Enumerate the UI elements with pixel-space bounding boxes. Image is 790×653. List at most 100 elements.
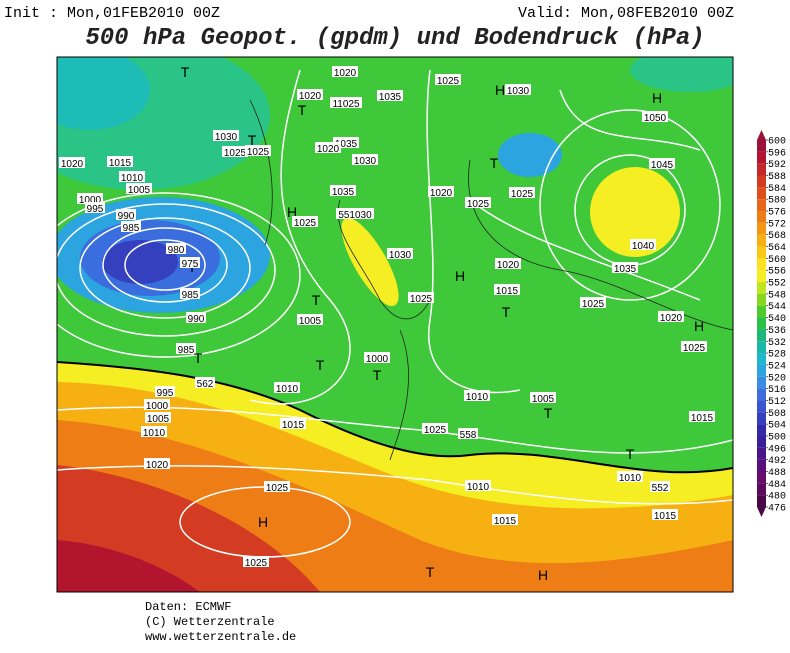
pressure-center: T: [312, 292, 321, 308]
isobar-label: 1025: [467, 199, 490, 210]
isobar-label: 1015: [654, 511, 677, 522]
colorbar-tick-label: 520: [768, 373, 786, 384]
label-box: [315, 142, 341, 153]
label-box: [689, 411, 715, 422]
label-box: [280, 418, 306, 429]
label-box: [141, 426, 167, 437]
pressure-center: T: [298, 102, 307, 118]
init-time: Init : Mon,01FEB2010 00Z: [4, 5, 220, 22]
label-box: [495, 258, 521, 269]
colorbar-swatch: [757, 140, 766, 152]
colorbar-tick-label: 572: [768, 219, 786, 230]
colorbar-swatch: [757, 483, 766, 496]
label-box: [77, 193, 103, 204]
label-box: [330, 97, 362, 108]
label-box: [509, 187, 535, 198]
label-box: [649, 158, 675, 169]
footer-line: (C) Wetterzentrale: [145, 615, 275, 629]
isobar-label: 1035: [614, 264, 637, 275]
colorbar-arrow: [757, 130, 766, 140]
colorbar-swatch: [757, 175, 766, 188]
label-box: [116, 209, 136, 220]
colorbar-tick-label: 500: [768, 432, 786, 443]
label-box: [612, 262, 638, 273]
label-box: [85, 202, 105, 213]
pressure-center: T: [181, 64, 190, 80]
colorbar-swatch: [757, 388, 766, 401]
colorbar-tick-label: 532: [768, 338, 786, 349]
label-box: [213, 130, 239, 141]
label-box: [336, 208, 374, 219]
colorbar-tick-label: 592: [768, 160, 786, 171]
label-box: [580, 297, 606, 308]
colorbar-tick-label: 576: [768, 208, 786, 219]
label-box: [59, 157, 85, 168]
label-box: [465, 480, 491, 491]
colorbar-tick-label: 528: [768, 350, 786, 361]
label-box: [292, 216, 318, 227]
colorbar-tick-label: 580: [768, 196, 786, 207]
label-box: [364, 352, 390, 363]
colorbar-swatch: [757, 459, 766, 472]
colorbar-tick-label: 588: [768, 172, 786, 183]
colorbar-tick-label: 476: [768, 504, 786, 515]
isobar-label: 1010: [466, 392, 489, 403]
label-box: [505, 84, 531, 95]
colorbar-tick-label: 480: [768, 492, 786, 503]
colorbar-swatch: [757, 471, 766, 484]
isobar-label: 1025: [424, 425, 447, 436]
colorbar-swatch: [757, 187, 766, 200]
isobar-label: 1025: [266, 483, 289, 494]
label-box: [652, 509, 678, 520]
isobar-label: 990: [118, 211, 135, 222]
isobar-label: 1020: [660, 313, 683, 324]
pressure-center: T: [626, 446, 635, 462]
isobar-label: 1015: [496, 286, 519, 297]
isobar-label: 1035: [335, 139, 358, 150]
label-box: [617, 471, 643, 482]
isobar-label: 1025: [224, 148, 247, 159]
colorbar-tick-label: 556: [768, 267, 786, 278]
isobar-label: 1020: [497, 260, 520, 271]
colorbar-swatch: [757, 163, 766, 176]
isobar-label: 1025: [247, 147, 270, 158]
isobar-label: 985: [182, 290, 199, 301]
isobar-label: 1025: [582, 299, 605, 310]
isobar-label: 1020: [299, 91, 322, 102]
label-box: [530, 392, 556, 403]
colorbar-swatch: [757, 376, 766, 389]
isobar-label: 1000: [366, 354, 389, 365]
pressure-center: H: [287, 204, 297, 220]
label-box: [121, 221, 141, 232]
isobar-label: 1020: [146, 460, 169, 471]
label-box: [264, 481, 290, 492]
label-box: [274, 382, 300, 393]
isobar-label: 558: [460, 430, 477, 441]
isobar-label: 1025: [245, 558, 268, 569]
colorbar-swatch: [757, 211, 766, 223]
isobar-label: 552: [652, 483, 669, 494]
label-box: [377, 90, 403, 101]
map-frame: [56, 56, 734, 593]
colorbar-swatch: [757, 495, 766, 507]
colorbar-swatch: [757, 270, 766, 283]
isobar-label: 1015: [109, 158, 132, 169]
pressure-center: T: [426, 564, 435, 580]
pressure-center: H: [258, 514, 268, 530]
label-box: [126, 183, 152, 194]
isobar-label: 1030: [389, 250, 412, 261]
map-field: [57, 57, 733, 592]
label-box: [650, 481, 670, 492]
colorbar-swatch: [757, 447, 766, 460]
colorbar-arrow: [757, 507, 766, 517]
label-box: [330, 185, 356, 196]
label-box: [155, 386, 175, 397]
isobar-label: 1020: [334, 68, 357, 79]
isobar-label: 1010: [619, 473, 642, 484]
label-box: [494, 284, 520, 295]
colorbar-swatch: [757, 282, 766, 294]
colorbar-tick-label: 492: [768, 456, 786, 467]
pressure-center: H: [455, 268, 465, 284]
colorbar-tick-label: 484: [768, 480, 786, 491]
isobar-label: 551030: [338, 210, 372, 221]
